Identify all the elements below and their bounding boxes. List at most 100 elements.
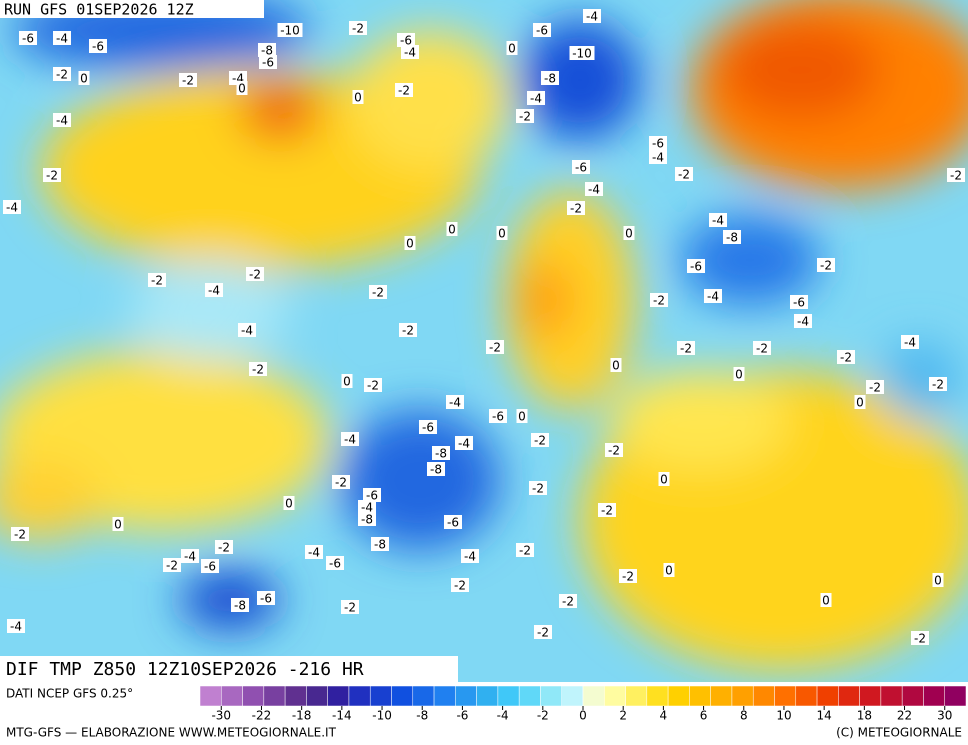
- label-box: [677, 341, 695, 355]
- label-box: [11, 527, 29, 541]
- contour-label: -4: [652, 151, 664, 165]
- contour-label: 0: [406, 237, 414, 251]
- contour-label: -4: [56, 114, 68, 128]
- label-box: [53, 113, 71, 127]
- contour-label: -6: [536, 24, 548, 38]
- contour-label: -6: [366, 489, 378, 503]
- contour-labels: -6 -4-6-10 -2-6-4-8-6-2 0 -40-20 -20-6-4-10-8…: [3, 9, 965, 646]
- label-box: [341, 600, 359, 614]
- color-swatch: [625, 685, 648, 707]
- contour-label: -2: [252, 363, 264, 377]
- contour-label: -4: [208, 284, 220, 298]
- color-swatch: [561, 685, 584, 707]
- label-box: [258, 43, 276, 57]
- color-swatch: [901, 685, 924, 707]
- contour-label: -2: [249, 268, 261, 282]
- contour-label: -6: [492, 410, 504, 424]
- label-box: [201, 559, 219, 573]
- color-swatch: [348, 685, 371, 707]
- label-box: [911, 631, 929, 645]
- contour-label: -2: [932, 378, 944, 392]
- contour-label: -2: [840, 351, 852, 365]
- label-box: [623, 226, 635, 240]
- label-box: [583, 9, 601, 23]
- contour-label: -2: [537, 626, 549, 640]
- tick-label: -2: [537, 709, 549, 723]
- contour-label: -2: [820, 259, 832, 273]
- label-box: [148, 273, 166, 287]
- contour-label: -4: [404, 46, 416, 60]
- label-box: [854, 395, 866, 409]
- label-box: [451, 578, 469, 592]
- contour-label: -2: [914, 632, 926, 646]
- contour-label: -2: [680, 342, 692, 356]
- label-box: [929, 377, 947, 391]
- color-swatch: [540, 685, 562, 707]
- tick-label: -22: [252, 709, 272, 723]
- label-box: [305, 545, 323, 559]
- label-box: [3, 200, 21, 214]
- tick-label: -18: [292, 709, 312, 723]
- source-label: DATI NCEP GFS 0.25°: [6, 687, 133, 701]
- label-box: [932, 573, 944, 587]
- contour-label: -4: [308, 546, 320, 560]
- contour-label: -2: [519, 544, 531, 558]
- label-box: [820, 593, 832, 607]
- contour-label: -8: [374, 538, 386, 552]
- contour-label: -2: [56, 68, 68, 82]
- contour-label: -6: [793, 296, 805, 310]
- color-swatch: [391, 685, 414, 707]
- label-box: [283, 496, 295, 510]
- color-swatch: [774, 685, 797, 707]
- color-swatch: [263, 685, 286, 707]
- contour-label: -2: [335, 476, 347, 490]
- label-box: [527, 91, 545, 105]
- contour-label: -2: [519, 110, 531, 124]
- label-box: [559, 594, 577, 608]
- contour-label: 0: [735, 368, 743, 382]
- color-swatch: [923, 685, 945, 707]
- contour-label: -4: [797, 315, 809, 329]
- tick-label: 0: [579, 709, 587, 723]
- contour-label: 0: [665, 564, 673, 578]
- label-box: [205, 283, 223, 297]
- contour-label: -2: [950, 169, 962, 183]
- contour-label: -6: [652, 137, 664, 151]
- label-box: [43, 168, 61, 182]
- color-swatch: [476, 685, 499, 707]
- contour-label: -4: [458, 437, 470, 451]
- color-swatch: [689, 685, 711, 707]
- color-swatch: [306, 685, 328, 707]
- label-box: [444, 515, 462, 529]
- label-box: [723, 230, 741, 244]
- label-box: [7, 619, 25, 633]
- contour-label: -8: [361, 513, 373, 527]
- label-box: [533, 23, 551, 37]
- tick-label: 2: [619, 709, 627, 723]
- contour-label: 0: [856, 396, 864, 410]
- contour-label: 0: [238, 82, 246, 96]
- label-box: [78, 71, 90, 85]
- contour-label: -2: [489, 341, 501, 355]
- tick-label: 4: [660, 709, 668, 723]
- contour-label: -2: [601, 504, 613, 518]
- color-swatch: [710, 685, 733, 707]
- contour-label: -6: [422, 421, 434, 435]
- label-box: [753, 341, 771, 355]
- contour-label: 0: [498, 227, 506, 241]
- label-box: [332, 475, 350, 489]
- contour-label: 0: [448, 223, 456, 237]
- label-box: [401, 45, 419, 59]
- color-swatch: [582, 685, 605, 707]
- label-box: [704, 289, 722, 303]
- label-box: [531, 433, 549, 447]
- color-swatch: [455, 685, 477, 707]
- tick-label: -8: [416, 709, 428, 723]
- label-box: [790, 295, 808, 309]
- contour-label: -2: [46, 169, 58, 183]
- label-box: [427, 462, 445, 476]
- contour-label: -6: [92, 40, 104, 54]
- label-box: [650, 293, 668, 307]
- label-box: [947, 168, 965, 182]
